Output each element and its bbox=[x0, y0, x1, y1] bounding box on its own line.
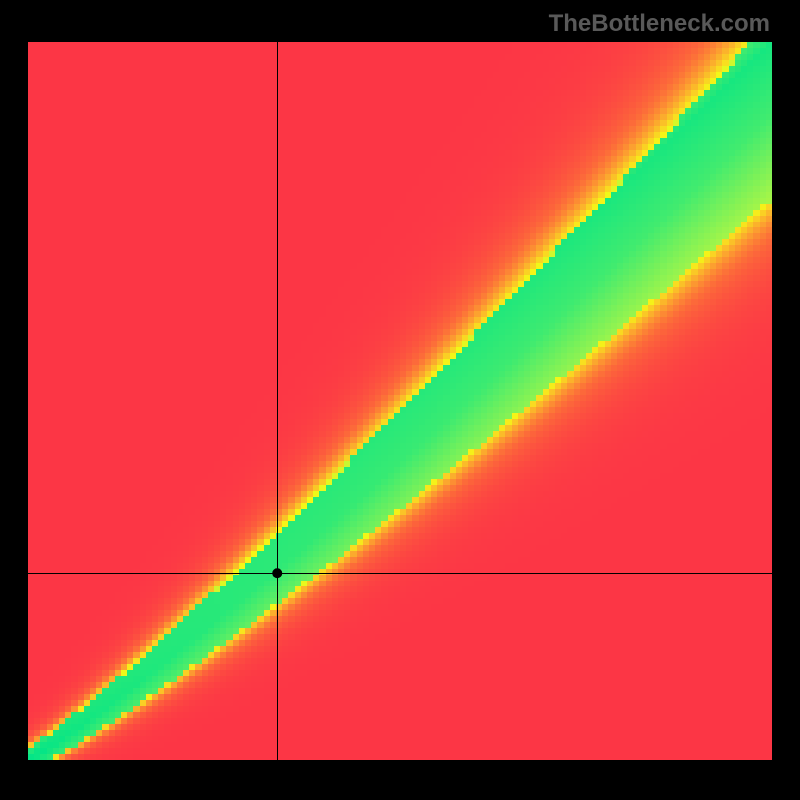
plot-area bbox=[28, 42, 772, 760]
heatmap-canvas bbox=[28, 42, 772, 760]
watermark-label: TheBottleneck.com bbox=[549, 10, 770, 38]
chart-container: TheBottleneck.com bbox=[0, 0, 800, 800]
